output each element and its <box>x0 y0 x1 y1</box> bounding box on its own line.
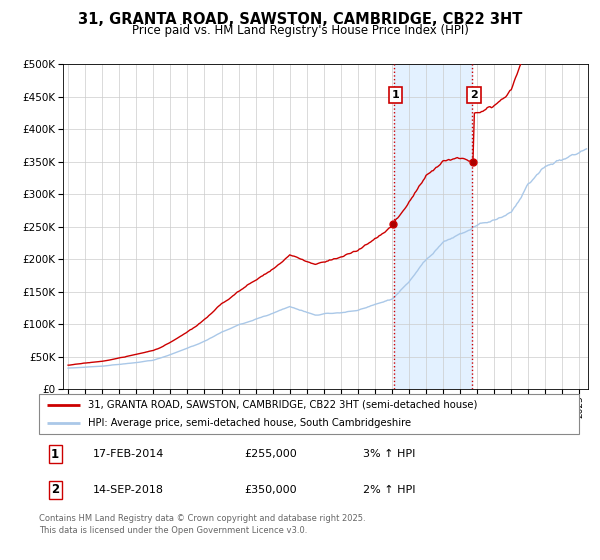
FancyBboxPatch shape <box>39 394 579 434</box>
Text: 2: 2 <box>470 90 478 100</box>
Bar <box>394 64 472 389</box>
Text: 1: 1 <box>51 447 59 461</box>
Text: 1: 1 <box>392 90 400 100</box>
Text: 3% ↑ HPI: 3% ↑ HPI <box>363 449 415 459</box>
Text: 31, GRANTA ROAD, SAWSTON, CAMBRIDGE, CB22 3HT: 31, GRANTA ROAD, SAWSTON, CAMBRIDGE, CB2… <box>78 12 522 27</box>
Text: HPI: Average price, semi-detached house, South Cambridgeshire: HPI: Average price, semi-detached house,… <box>88 418 411 428</box>
Text: 2: 2 <box>51 483 59 496</box>
Text: 17-FEB-2014: 17-FEB-2014 <box>93 449 164 459</box>
Text: Contains HM Land Registry data © Crown copyright and database right 2025.
This d: Contains HM Land Registry data © Crown c… <box>39 514 365 535</box>
Text: Price paid vs. HM Land Registry's House Price Index (HPI): Price paid vs. HM Land Registry's House … <box>131 24 469 36</box>
Text: 2% ↑ HPI: 2% ↑ HPI <box>363 485 415 494</box>
Text: 14-SEP-2018: 14-SEP-2018 <box>93 485 164 494</box>
Text: 31, GRANTA ROAD, SAWSTON, CAMBRIDGE, CB22 3HT (semi-detached house): 31, GRANTA ROAD, SAWSTON, CAMBRIDGE, CB2… <box>88 400 477 409</box>
Text: £350,000: £350,000 <box>244 485 297 494</box>
Text: £255,000: £255,000 <box>244 449 297 459</box>
